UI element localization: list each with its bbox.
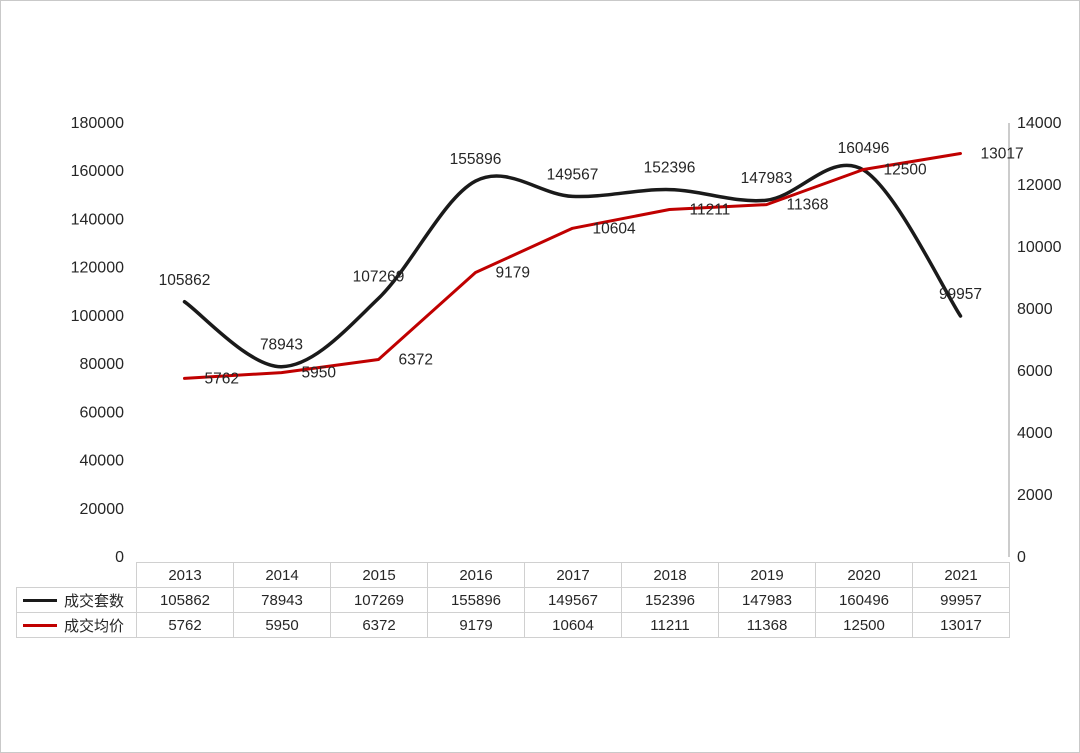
- value-cell: 6372: [330, 612, 428, 638]
- data-label-1: 9179: [496, 264, 530, 281]
- left-axis-tick-label: 180000: [71, 115, 124, 132]
- value-cell: 155896: [427, 587, 525, 613]
- value-cell: 152396: [621, 587, 719, 613]
- legend-cell: 成交均价: [16, 612, 137, 638]
- year-header-cell: 2013: [136, 562, 234, 588]
- value-cell: 105862: [136, 587, 234, 613]
- data-label-1: 6372: [399, 351, 433, 368]
- right-axis-tick-label: 4000: [1017, 425, 1053, 442]
- value-cell: 147983: [718, 587, 816, 613]
- year-header-cell: 2019: [718, 562, 816, 588]
- year-header-cell: 2018: [621, 562, 719, 588]
- right-axis-tick-label: 12000: [1017, 177, 1062, 194]
- value-cell: 160496: [815, 587, 913, 613]
- left-axis-tick-label: 160000: [71, 163, 124, 180]
- table-corner-cell: [16, 562, 137, 588]
- data-label-0: 99957: [939, 286, 982, 303]
- left-axis-tick-label: 20000: [80, 501, 125, 518]
- value-cell: 10604: [524, 612, 622, 638]
- value-cell: 149567: [524, 587, 622, 613]
- data-label-1: 11211: [690, 201, 731, 218]
- data-label-0: 107269: [353, 268, 405, 285]
- data-label-1: 5950: [302, 365, 337, 382]
- left-axis-tick-label: 100000: [71, 308, 124, 325]
- value-cell: 11211: [621, 612, 719, 638]
- data-label-1: 12500: [884, 162, 927, 179]
- data-label-0: 147983: [741, 170, 793, 187]
- legend-line-icon: [23, 598, 57, 602]
- value-cell: 9179: [427, 612, 525, 638]
- legend-label: 成交套数: [64, 592, 125, 610]
- left-axis-tick-label: 140000: [71, 211, 124, 228]
- value-cell: 99957: [912, 587, 1010, 613]
- data-label-0: 152396: [644, 160, 696, 177]
- right-axis-tick-label: 0: [1017, 549, 1026, 566]
- legend-label: 成交均价: [64, 617, 125, 635]
- data-label-1: 13017: [981, 145, 1024, 162]
- year-header-cell: 2016: [427, 562, 525, 588]
- series-line-1: [183, 152, 962, 380]
- left-axis-tick-label: 0: [115, 549, 124, 566]
- table-row: 成交均价 5762 5950 6372 9179 10604 11211 11368 12500…: [16, 612, 1010, 638]
- data-label-0: 78943: [260, 337, 303, 354]
- table-row: 成交套数 105862 78943 107269 155896 149567 152396 1…: [16, 587, 1010, 613]
- table-header-row: 2013 2014 2015 2016 2017 2018 2019 2020 2021: [16, 562, 1010, 588]
- year-header-cell: 2014: [233, 562, 331, 588]
- year-header-cell: 2017: [524, 562, 622, 588]
- left-axis-tick-label: 120000: [71, 260, 124, 277]
- value-cell: 5950: [233, 612, 331, 638]
- data-table: 2013 2014 2015 2016 2017 2018 2019 2020 2021 成交套数…: [16, 562, 1010, 638]
- left-axis-tick-label: 60000: [80, 404, 125, 421]
- right-axis-tick-label: 2000: [1017, 487, 1053, 504]
- right-axis-tick-label: 14000: [1017, 115, 1062, 132]
- year-header-cell: 2015: [330, 562, 428, 588]
- data-label-1: 10604: [593, 220, 636, 237]
- right-axis-tick-label: 6000: [1017, 363, 1053, 380]
- data-label-0: 160496: [838, 140, 890, 157]
- year-header-cell: 2020: [815, 562, 913, 588]
- value-cell: 13017: [912, 612, 1010, 638]
- data-label-0: 149567: [547, 166, 599, 183]
- left-axis-tick-label: 80000: [80, 356, 125, 373]
- value-cell: 12500: [815, 612, 913, 638]
- value-cell: 107269: [330, 587, 428, 613]
- data-label-0: 105862: [159, 272, 211, 289]
- right-axis-tick-label: 10000: [1017, 239, 1062, 256]
- year-header-cell: 2021: [912, 562, 1010, 588]
- value-cell: 11368: [718, 612, 816, 638]
- right-axis-tick-label: 8000: [1017, 301, 1053, 318]
- legend-line-icon: [23, 623, 57, 627]
- series-line-0: [182, 163, 963, 369]
- data-label-1: 11368: [787, 197, 829, 214]
- data-label-1: 5762: [205, 370, 239, 387]
- value-cell: 5762: [136, 612, 234, 638]
- data-label-0: 155896: [450, 151, 502, 168]
- legend-cell: 成交套数: [16, 587, 137, 613]
- left-axis-tick-label: 40000: [80, 453, 125, 470]
- value-cell: 78943: [233, 587, 331, 613]
